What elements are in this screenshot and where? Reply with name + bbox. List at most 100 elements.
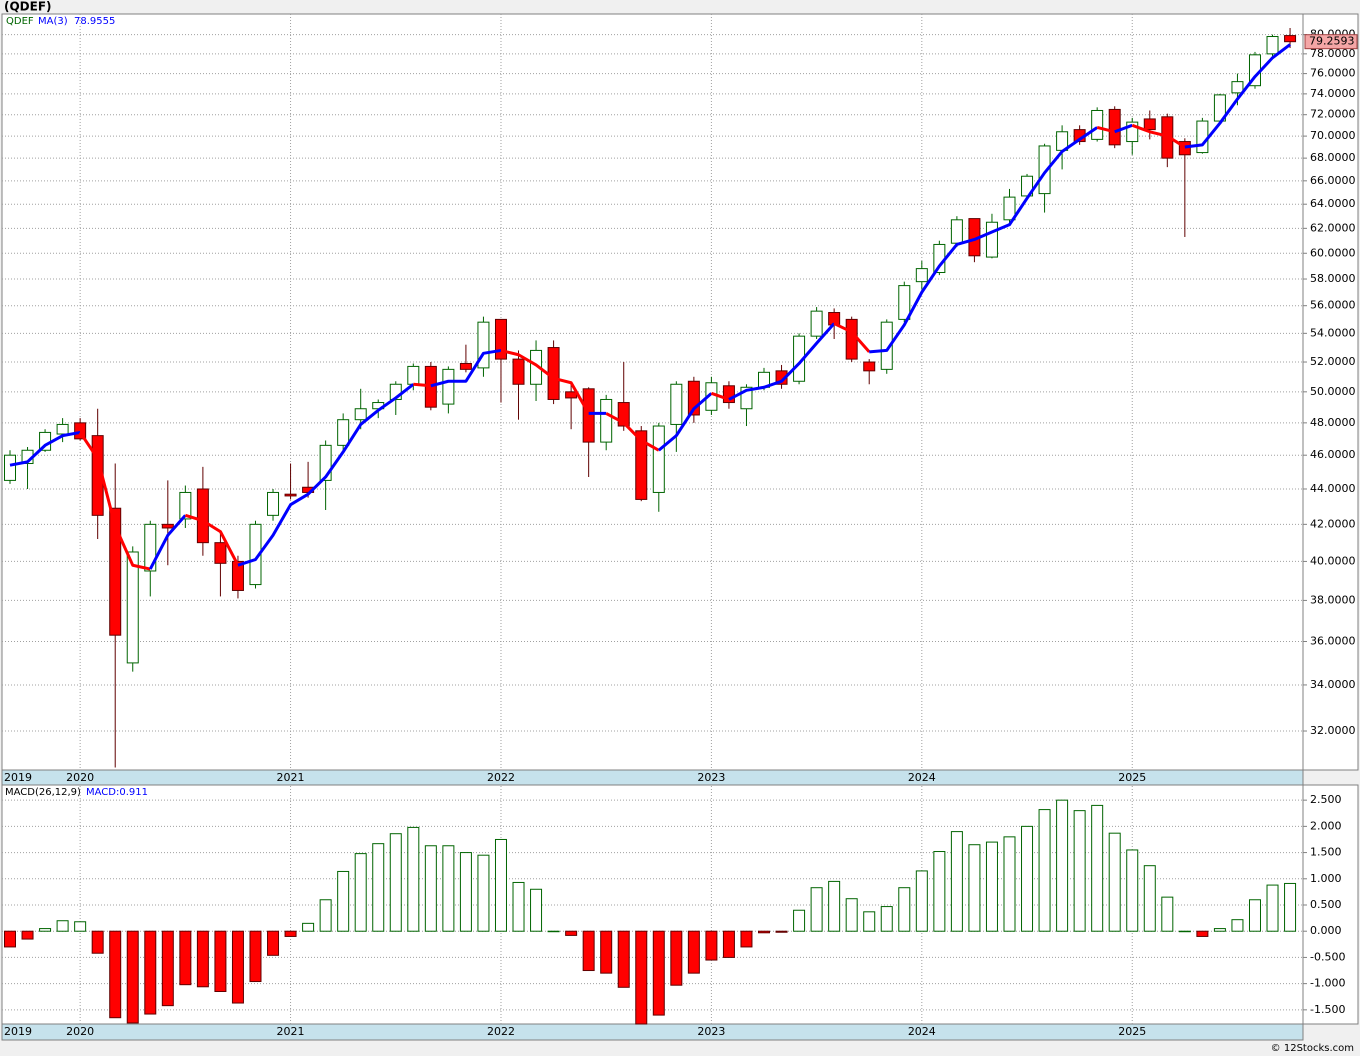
macd-bar — [179, 930, 192, 986]
macd-bar — [828, 880, 841, 932]
year-band — [1, 1023, 1304, 1041]
x-tick-label: 2020 — [66, 771, 94, 784]
y-tick-label: 58.0000 — [1310, 272, 1356, 285]
macd-bar — [1073, 810, 1086, 932]
ma-line — [413, 382, 431, 388]
candle-body — [407, 365, 420, 385]
chart-title: (QDEF) — [4, 0, 52, 14]
candle-body — [635, 430, 648, 500]
ma-line — [833, 322, 871, 353]
macd-bar — [880, 906, 893, 932]
candle-body — [161, 523, 174, 529]
y-tick-label: 68.0000 — [1310, 151, 1356, 164]
candle-body — [319, 444, 332, 481]
macd-bar — [319, 899, 332, 932]
year-band — [1, 769, 1304, 786]
candle-body — [740, 386, 753, 410]
macd-bar — [565, 930, 578, 936]
candle-body — [267, 491, 280, 516]
y-tick-label: 48.0000 — [1310, 416, 1356, 429]
candle-body — [1266, 36, 1279, 55]
candle-body — [687, 380, 700, 416]
macd-bar — [687, 930, 700, 974]
macd-bar — [494, 838, 507, 932]
candle-body — [863, 361, 876, 372]
ma-line — [1096, 126, 1116, 134]
macd-bar — [600, 930, 613, 974]
y-tick-label: 74.0000 — [1310, 87, 1356, 100]
ma-line — [728, 322, 836, 401]
candle-body — [617, 402, 630, 427]
macd-bar — [635, 930, 648, 1025]
macd-bar — [442, 845, 455, 932]
macd-bar — [617, 930, 630, 988]
price-label-box — [1304, 34, 1358, 50]
y-tick-label: 1.000 — [1310, 872, 1342, 885]
candle-body — [144, 523, 157, 572]
ma-line — [184, 513, 240, 566]
x-tick-label: 2021 — [277, 771, 305, 784]
x-tick-label: 2019 — [4, 771, 32, 784]
y-tick-label: 62.0000 — [1310, 221, 1356, 234]
y-tick-label: -1.000 — [1310, 977, 1345, 990]
macd-bar — [56, 920, 69, 932]
ma-line — [9, 430, 81, 467]
macd-bar — [389, 833, 402, 932]
candle-body — [284, 493, 297, 497]
macd-bar — [477, 854, 490, 932]
macd-bar — [302, 922, 315, 932]
x-tick-label: 2022 — [487, 771, 515, 784]
macd-bar — [109, 930, 122, 1019]
macd-bar — [39, 928, 52, 932]
candle-body — [880, 321, 893, 370]
y-tick-label: 76.0000 — [1310, 67, 1356, 80]
macd-bar — [915, 870, 928, 932]
y-tick-label: 54.0000 — [1310, 326, 1356, 339]
y-tick-label: 72.0000 — [1310, 108, 1356, 121]
x-tick-label: 2024 — [908, 771, 936, 784]
macd-bar — [775, 930, 788, 933]
ma-line — [500, 348, 590, 415]
macd-bar — [1038, 809, 1051, 932]
credit: © 12Stocks.com — [1271, 1043, 1354, 1054]
macd-bar — [582, 930, 595, 972]
ma-line — [1184, 43, 1291, 149]
macd-bar — [1248, 899, 1261, 932]
macd-bar — [863, 911, 876, 932]
candle-body — [652, 425, 665, 493]
macd-bar — [968, 844, 981, 932]
candle-body — [1196, 120, 1209, 154]
price-label: 79.2593 — [1309, 35, 1355, 48]
legend-ma: MA(3) — [38, 16, 68, 27]
macd-bar — [1003, 836, 1016, 932]
ma-line — [605, 412, 660, 452]
candle-body — [354, 408, 367, 421]
macd-bar — [91, 930, 104, 954]
x-tick-label: 2021 — [277, 1025, 305, 1038]
y-tick-label: 42.0000 — [1310, 517, 1356, 530]
y-tick-label: 2.000 — [1310, 819, 1342, 832]
x-tick-label: 2024 — [908, 1025, 936, 1038]
macd-bar — [793, 909, 806, 932]
macd-bar — [1108, 832, 1121, 932]
macd-bar — [740, 930, 753, 948]
x-tick-label: 2022 — [487, 1025, 515, 1038]
ma-line — [148, 514, 187, 570]
x-tick-label: 2019 — [4, 1025, 32, 1038]
macd-bar — [214, 930, 227, 992]
macd-bar — [652, 930, 665, 1016]
macd-bar — [722, 930, 735, 958]
macd-bar — [74, 921, 87, 932]
candle-body — [1284, 35, 1297, 43]
macd-bar — [1284, 882, 1297, 932]
y-tick-label: 40.0000 — [1310, 554, 1356, 567]
legend-ma-value: 78.9555 — [74, 16, 115, 27]
candle-body — [214, 542, 227, 564]
ma-line — [1114, 123, 1133, 134]
candle-body — [337, 419, 350, 446]
macd-bar — [21, 930, 34, 940]
macd-bar — [670, 930, 683, 986]
macd-bar — [424, 845, 437, 932]
x-tick-label: 2025 — [1118, 771, 1146, 784]
